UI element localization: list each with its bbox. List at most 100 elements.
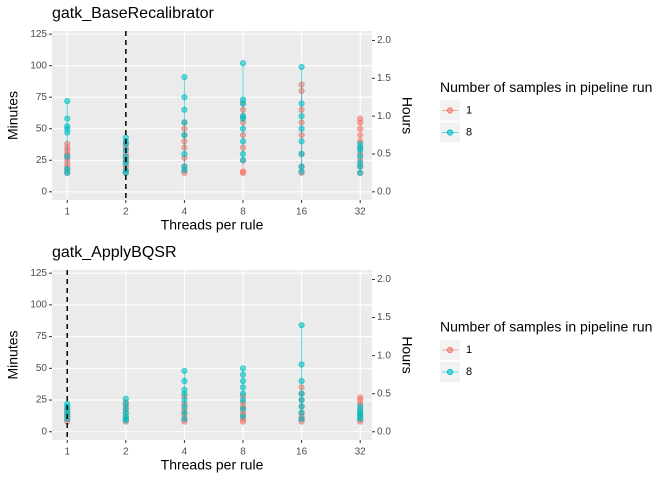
- y-axis-label: Minutes: [5, 91, 21, 140]
- legend-key: [446, 368, 454, 376]
- y-tick-label: 50: [36, 363, 48, 374]
- y-tick-label: 25: [36, 395, 48, 406]
- y2-tick-label: 2.0: [377, 35, 391, 46]
- legend-key: [446, 107, 454, 114]
- point: [239, 125, 247, 132]
- point: [357, 159, 364, 166]
- point: [181, 94, 188, 101]
- point: [239, 390, 247, 397]
- y2-tick-label: 1.0: [377, 111, 391, 122]
- plot-panel: [52, 270, 372, 440]
- point: [298, 396, 305, 404]
- x-tick-label: 4: [182, 447, 188, 458]
- x-tick-label: 2: [123, 447, 129, 458]
- y-tick-label: 75: [36, 92, 48, 103]
- y2-tick-label: 1.5: [377, 312, 391, 323]
- legend-key: [446, 346, 454, 354]
- point: [298, 113, 305, 120]
- y2-tick-label: 1.0: [377, 350, 391, 361]
- x-tick-label: 1: [64, 207, 70, 218]
- point: [181, 131, 188, 139]
- y2-tick-label: 0.5: [377, 149, 391, 160]
- point: [181, 386, 188, 393]
- point: [64, 115, 71, 122]
- y-axis-label: Minutes: [5, 330, 21, 379]
- x-axis-label: Threads per rule: [161, 457, 264, 473]
- legend-label: 8: [466, 366, 472, 378]
- y-tick-label: 25: [36, 155, 48, 166]
- point: [181, 119, 188, 126]
- point: [64, 123, 71, 130]
- point: [239, 413, 247, 420]
- point: [181, 409, 188, 416]
- point: [239, 157, 247, 164]
- chart-title: gatk_BaseRecalibrator: [52, 5, 215, 22]
- point: [64, 97, 71, 105]
- point: [298, 403, 305, 410]
- plot-panel: [52, 31, 372, 200]
- x-tick-label: 8: [240, 207, 246, 218]
- point: [181, 150, 188, 158]
- x-tick-label: 2: [123, 207, 129, 218]
- point: [239, 168, 247, 175]
- x-tick-label: 32: [355, 447, 367, 458]
- point: [298, 390, 305, 397]
- point: [298, 361, 305, 368]
- point: [357, 115, 364, 122]
- point: [298, 322, 305, 329]
- point: [298, 377, 305, 385]
- point: [122, 395, 129, 402]
- x-tick-label: 16: [296, 447, 308, 458]
- point: [239, 377, 247, 385]
- y-tick-label: 0: [41, 186, 47, 197]
- point: [357, 125, 364, 132]
- point: [239, 138, 247, 145]
- x-tick-label: 8: [240, 447, 246, 458]
- point: [357, 394, 364, 401]
- point: [357, 403, 364, 410]
- legend-label: 1: [466, 104, 472, 116]
- point: [298, 63, 305, 71]
- point: [357, 169, 364, 176]
- x-axis-label: Threads per rule: [161, 217, 264, 233]
- y2-tick-label: 0.5: [377, 388, 391, 399]
- y2-tick-label: 0.0: [377, 186, 391, 197]
- point: [181, 403, 188, 410]
- point: [298, 409, 305, 416]
- point: [122, 405, 129, 413]
- point: [357, 140, 364, 147]
- point: [239, 96, 247, 103]
- point: [239, 113, 247, 120]
- point: [298, 168, 305, 175]
- point: [298, 100, 305, 107]
- legend-label: 8: [466, 126, 472, 138]
- y-tick-label: 0: [41, 426, 47, 437]
- y-tick-label: 100: [30, 300, 47, 311]
- point: [181, 73, 188, 81]
- point: [64, 166, 71, 173]
- point: [298, 125, 305, 132]
- point: [181, 377, 188, 385]
- point: [64, 153, 71, 160]
- x-tick-label: 4: [182, 207, 188, 218]
- y2-tick-label: 0.0: [377, 426, 391, 437]
- point: [181, 106, 188, 113]
- y2-axis-label: Hours: [399, 97, 415, 134]
- point: [298, 138, 305, 145]
- point: [298, 415, 305, 423]
- chart-title: gatk_ApplyBQSR: [52, 244, 177, 261]
- point: [239, 384, 247, 391]
- y-tick-label: 125: [30, 29, 47, 40]
- point: [122, 400, 129, 407]
- point: [239, 150, 247, 158]
- point: [357, 153, 364, 160]
- point: [298, 163, 305, 170]
- y-tick-label: 75: [36, 331, 48, 342]
- point: [181, 415, 188, 423]
- point: [357, 131, 364, 139]
- legend-title: Number of samples in pipeline run: [440, 319, 652, 335]
- point: [239, 365, 247, 372]
- x-tick-label: 1: [64, 447, 70, 458]
- point: [181, 396, 188, 404]
